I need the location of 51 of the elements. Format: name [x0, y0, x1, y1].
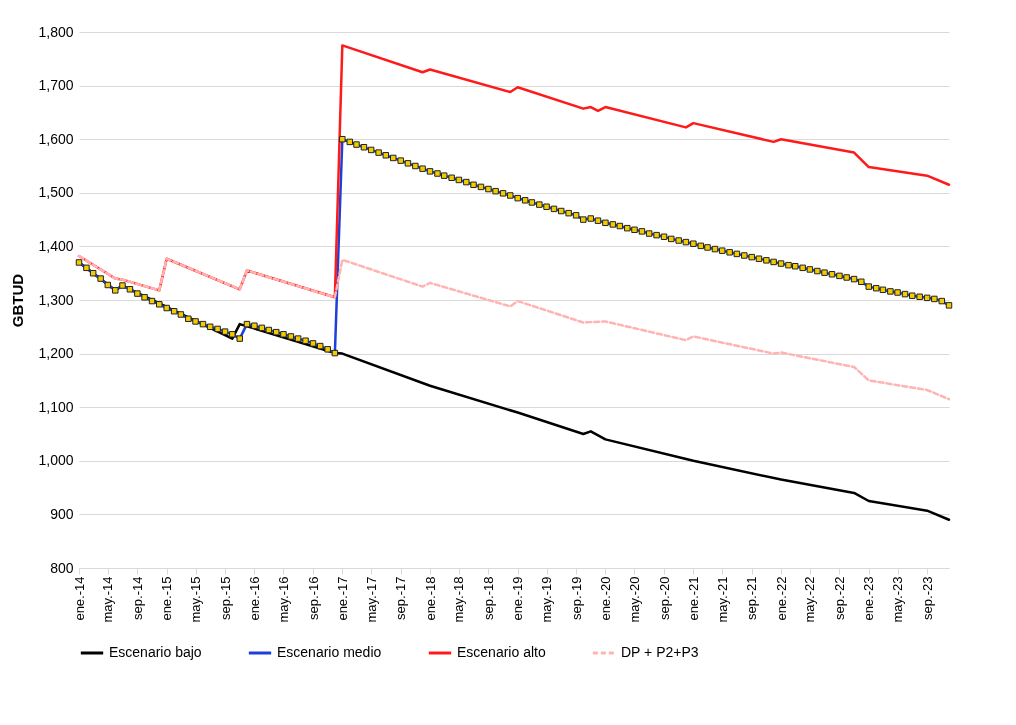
point [75, 259, 83, 266]
y-tick-label: 1,500 [38, 184, 74, 201]
point [112, 287, 119, 294]
x-tick-label: sep.-20 [656, 576, 672, 620]
x-tick-label: ene.-23 [861, 576, 877, 621]
x-tick-label: ene.-22 [773, 576, 789, 621]
y-tick-label: 800 [50, 559, 74, 576]
x-tick-label: sep.-16 [305, 576, 321, 620]
x-tick-label: may.-22 [802, 576, 818, 623]
x-tick-label: ene.-15 [159, 576, 175, 621]
x-tick-label: may.-20 [626, 576, 642, 623]
x-tick-label: sep.-23 [919, 576, 935, 620]
legend-label: Escenario bajo [109, 644, 202, 660]
legend-label: DP + P2+P3 [621, 644, 699, 660]
x-tick-label: may.-17 [363, 576, 379, 623]
y-tick-label: 1,100 [38, 398, 74, 415]
y-tick-label: 1,800 [38, 23, 74, 40]
y-axis-title: GBTUD [9, 273, 27, 328]
x-tick-label: ene.-14 [71, 576, 87, 621]
x-tick-label: may.-21 [714, 576, 730, 623]
y-tick-label: 1,700 [38, 77, 74, 94]
point [331, 349, 339, 357]
y-tick-label: 1,000 [38, 452, 74, 469]
x-tick-label: may.-23 [890, 576, 906, 623]
x-tick-label: sep.-17 [393, 576, 409, 620]
y-tick-label: 1,400 [38, 237, 74, 254]
x-tick-label: ene.-16 [246, 576, 262, 621]
x-tick-label: may.-14 [100, 576, 116, 623]
x-tick-label: ene.-18 [422, 576, 438, 621]
x-tick-label: may.-19 [539, 576, 555, 623]
x-tick-label: ene.-19 [510, 576, 526, 621]
y-tick-label: 900 [50, 505, 74, 522]
x-tick-label: sep.-19 [568, 576, 584, 620]
x-tick-label: may.-18 [451, 576, 467, 623]
legend-label: Escenario alto [457, 644, 546, 660]
x-tick-label: ene.-20 [597, 576, 613, 621]
x-tick-label: ene.-17 [334, 576, 350, 621]
x-tick-label: sep.-21 [744, 576, 760, 620]
y-tick-label: 1,600 [38, 130, 74, 147]
legend-label: Escenario medio [277, 644, 382, 660]
y-tick-label: 1,200 [38, 345, 74, 362]
x-tick-label: may.-16 [275, 576, 291, 623]
x-tick-label: sep.-14 [129, 576, 145, 620]
x-tick-label: sep.-22 [831, 576, 847, 620]
x-tick-label: sep.-15 [217, 576, 233, 620]
x-tick-label: may.-15 [188, 576, 204, 623]
y-tick-label: 1,300 [38, 291, 74, 308]
x-tick-label: ene.-21 [685, 576, 701, 621]
line-series [77, 254, 951, 401]
x-tick-label: sep.-18 [480, 576, 496, 620]
point [119, 282, 126, 289]
